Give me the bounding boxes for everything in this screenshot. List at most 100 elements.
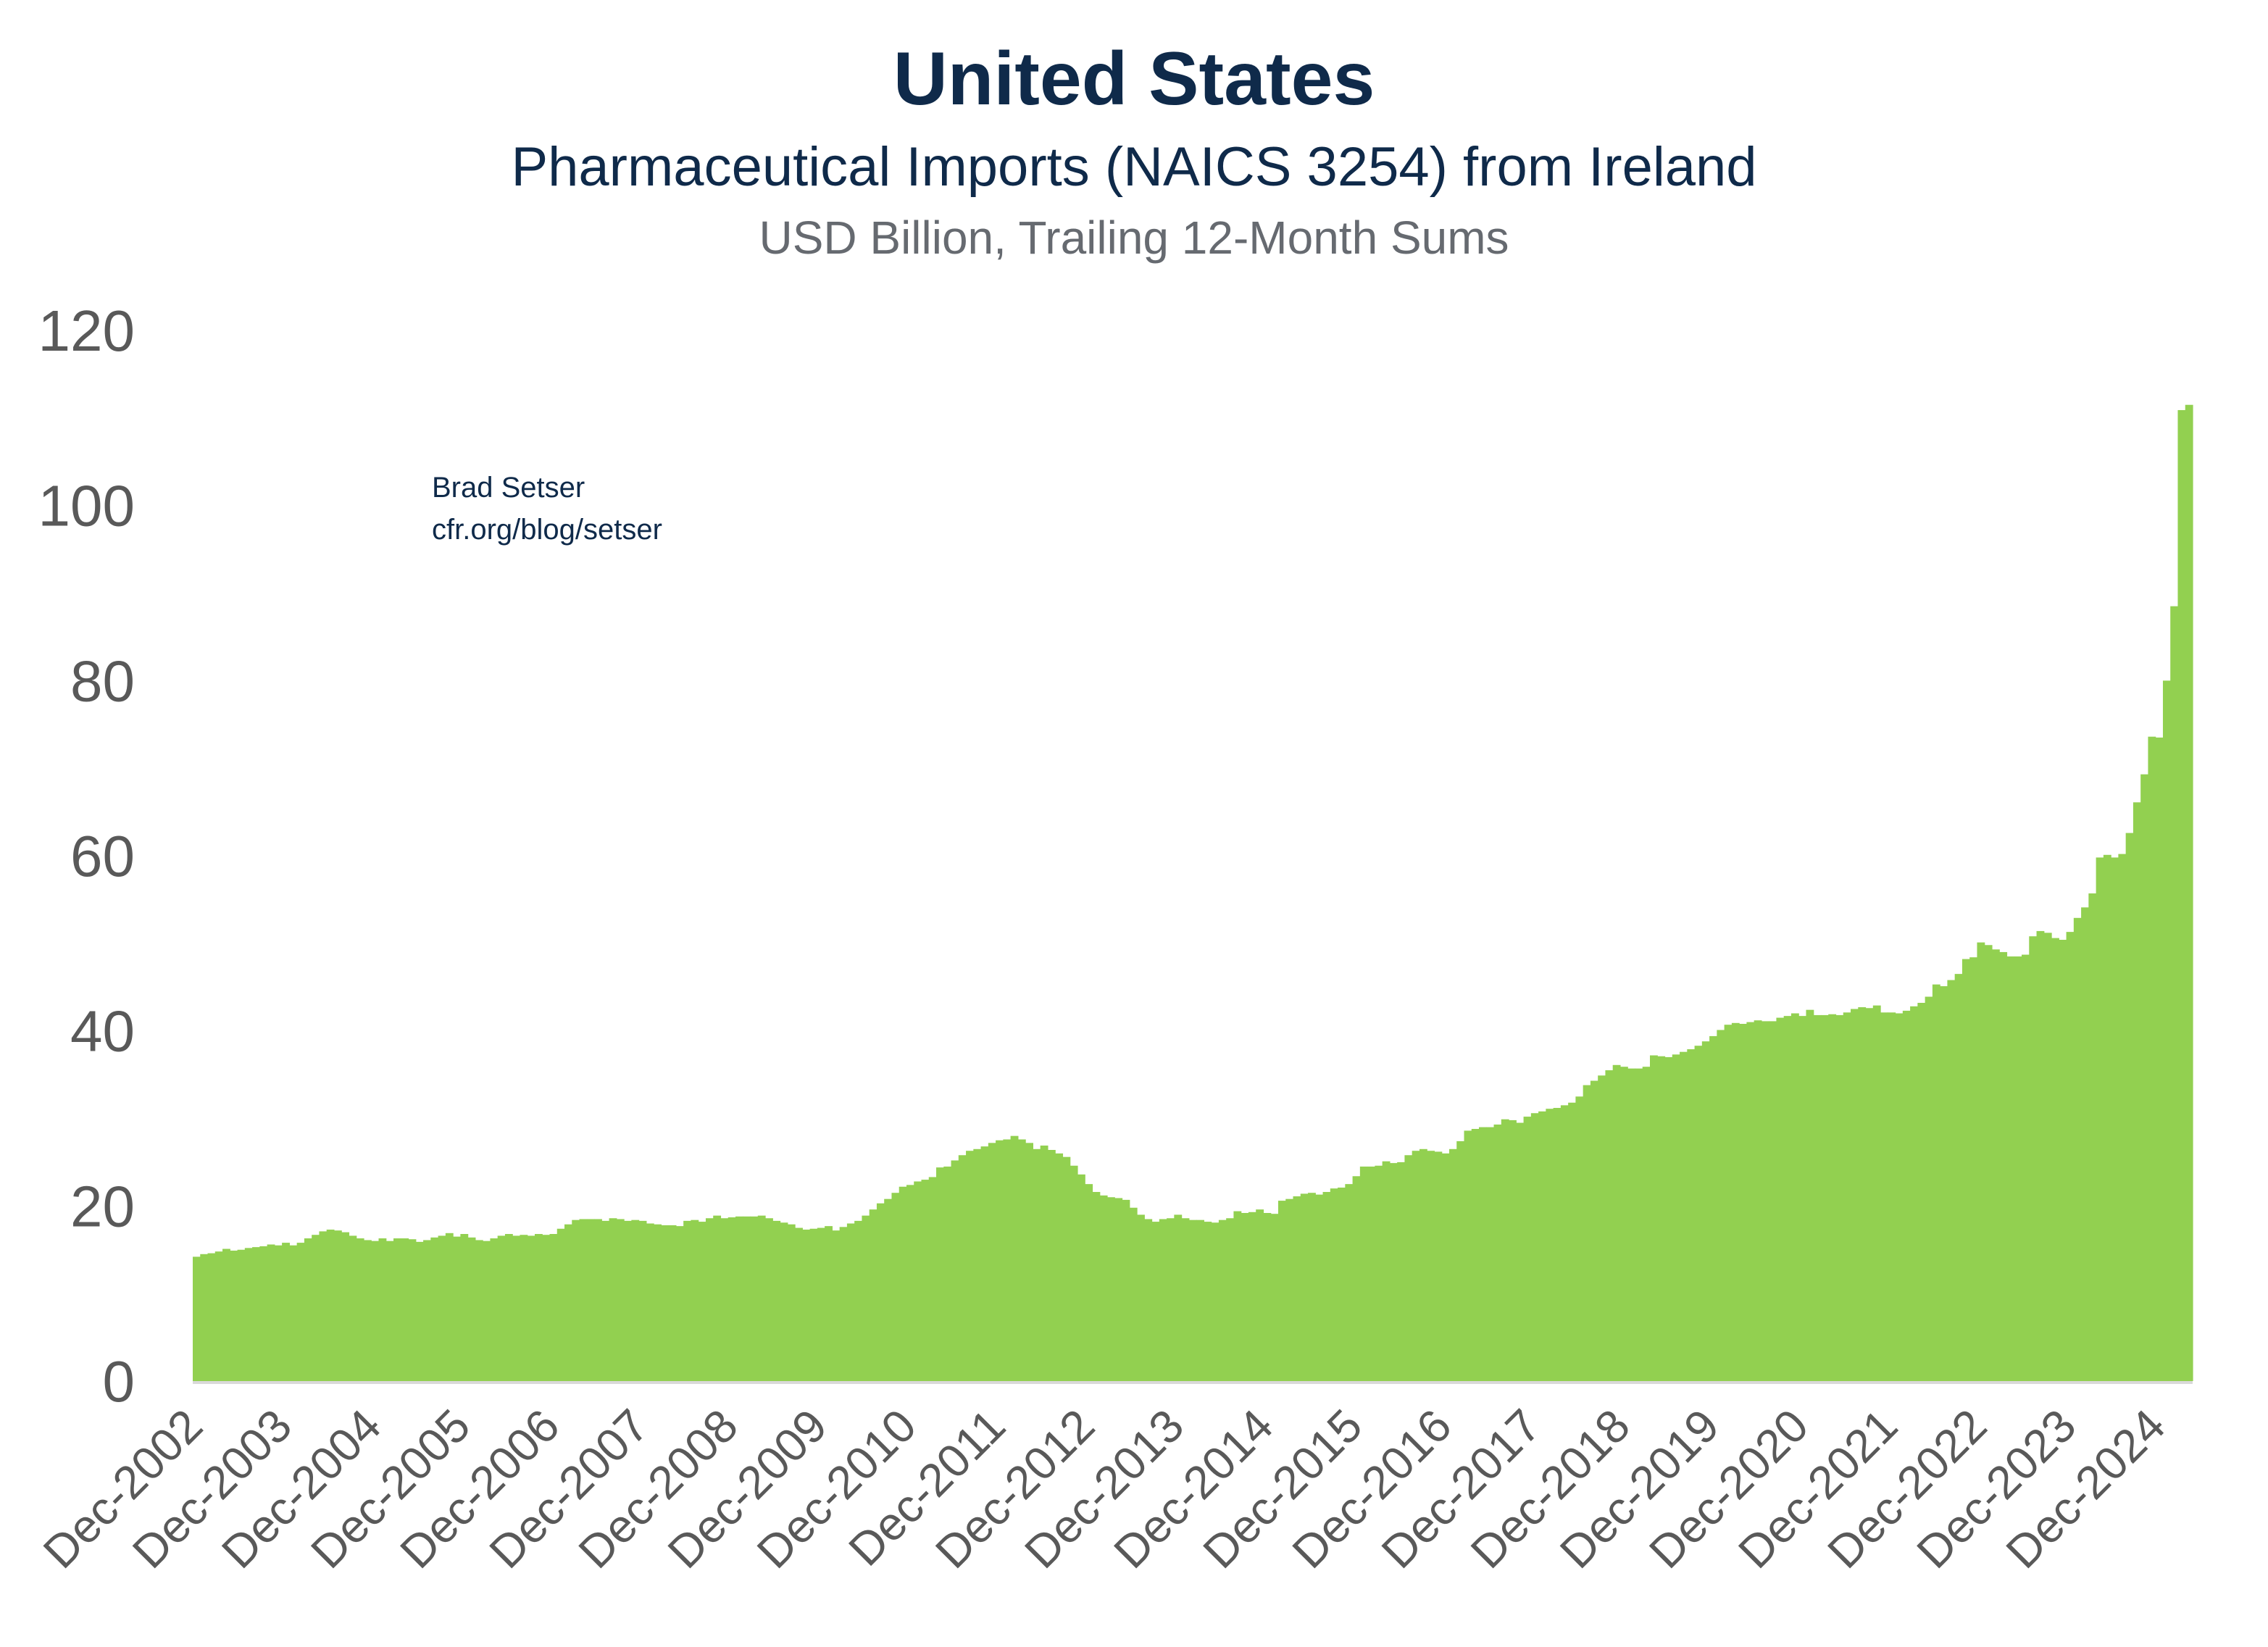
bar bbox=[1085, 1184, 1093, 1382]
bar bbox=[646, 1223, 654, 1381]
bar bbox=[527, 1235, 535, 1381]
bar bbox=[780, 1222, 788, 1381]
bar bbox=[1003, 1139, 1012, 1381]
bar bbox=[1456, 1141, 1465, 1381]
bar bbox=[1174, 1214, 1183, 1381]
bar bbox=[1895, 1013, 1904, 1381]
bar bbox=[914, 1181, 922, 1381]
bar bbox=[1790, 1013, 1799, 1381]
bar bbox=[2118, 854, 2127, 1381]
bar bbox=[809, 1228, 818, 1381]
bar bbox=[1560, 1105, 1569, 1382]
bar bbox=[1270, 1214, 1279, 1381]
bar bbox=[2148, 736, 2156, 1381]
bar bbox=[1010, 1135, 1019, 1381]
bar bbox=[862, 1215, 870, 1382]
bar bbox=[586, 1219, 595, 1381]
bar bbox=[1055, 1153, 1064, 1381]
bar bbox=[1687, 1049, 1696, 1381]
bar bbox=[1516, 1122, 1525, 1381]
bar bbox=[1367, 1166, 1375, 1381]
bar bbox=[475, 1240, 483, 1381]
bar bbox=[661, 1225, 670, 1381]
bar bbox=[1828, 1014, 1837, 1381]
bar bbox=[1471, 1129, 1480, 1381]
bar bbox=[460, 1234, 469, 1381]
bar bbox=[1441, 1153, 1450, 1381]
bar bbox=[1315, 1194, 1324, 1382]
bar bbox=[936, 1167, 944, 1381]
bar bbox=[1694, 1046, 1703, 1381]
bar bbox=[631, 1219, 640, 1381]
bar bbox=[601, 1220, 610, 1382]
bar bbox=[1233, 1211, 1242, 1381]
bar bbox=[1033, 1148, 1041, 1381]
bar bbox=[200, 1254, 209, 1381]
bar bbox=[408, 1239, 417, 1381]
bar bbox=[2132, 802, 2141, 1381]
series-bars bbox=[193, 404, 2193, 1382]
bar bbox=[1263, 1213, 1272, 1381]
bar bbox=[1553, 1108, 1562, 1381]
bar bbox=[371, 1241, 380, 1381]
bar bbox=[1872, 1005, 1881, 1382]
bar bbox=[326, 1229, 335, 1381]
bar bbox=[1151, 1222, 1160, 1381]
bar bbox=[1961, 959, 1970, 1381]
bar bbox=[504, 1234, 513, 1381]
bar bbox=[1984, 945, 1993, 1381]
bar bbox=[1404, 1155, 1413, 1381]
bar bbox=[1865, 1008, 1874, 1381]
bar bbox=[1635, 1068, 1643, 1382]
bar bbox=[349, 1235, 357, 1381]
bar bbox=[1070, 1165, 1078, 1381]
bar bbox=[795, 1227, 803, 1381]
bar bbox=[1389, 1163, 1398, 1382]
bar bbox=[1746, 1022, 1755, 1381]
bar bbox=[385, 1241, 394, 1381]
bar bbox=[980, 1146, 989, 1381]
bar bbox=[825, 1226, 833, 1382]
bar bbox=[542, 1235, 551, 1381]
bar bbox=[1188, 1219, 1197, 1381]
bar bbox=[497, 1235, 506, 1381]
bar bbox=[727, 1217, 736, 1381]
bar bbox=[1159, 1219, 1167, 1381]
bar bbox=[1969, 957, 1978, 1381]
bar bbox=[1308, 1193, 1316, 1381]
bar bbox=[1739, 1024, 1747, 1381]
bar bbox=[624, 1220, 632, 1382]
bar bbox=[1709, 1035, 1717, 1381]
bar bbox=[1680, 1051, 1688, 1381]
bar bbox=[564, 1224, 572, 1381]
bar bbox=[1047, 1150, 1056, 1381]
bar bbox=[1479, 1127, 1487, 1381]
bar bbox=[2096, 857, 2104, 1381]
bar bbox=[556, 1228, 565, 1381]
bar bbox=[1835, 1014, 1844, 1381]
bar bbox=[668, 1225, 677, 1381]
annotation-author: Brad Setser bbox=[432, 472, 585, 504]
bar bbox=[2043, 933, 2052, 1381]
bar bbox=[1583, 1085, 1591, 1381]
bar bbox=[943, 1166, 952, 1381]
bar bbox=[1530, 1113, 1539, 1381]
bar bbox=[1568, 1102, 1576, 1381]
bar bbox=[750, 1216, 759, 1381]
bar bbox=[193, 1256, 201, 1381]
bar bbox=[743, 1216, 751, 1381]
bar bbox=[274, 1245, 283, 1381]
bar bbox=[1806, 1009, 1814, 1381]
bar bbox=[891, 1193, 900, 1381]
bar bbox=[1181, 1218, 1190, 1381]
bar bbox=[1538, 1111, 1546, 1381]
bar bbox=[1627, 1068, 1636, 1382]
bar bbox=[1910, 1006, 1918, 1381]
bar bbox=[483, 1241, 491, 1381]
bar bbox=[356, 1238, 364, 1381]
bar bbox=[1619, 1067, 1628, 1381]
bar bbox=[1092, 1192, 1101, 1381]
bar bbox=[1769, 1021, 1777, 1382]
bar bbox=[1338, 1187, 1346, 1381]
